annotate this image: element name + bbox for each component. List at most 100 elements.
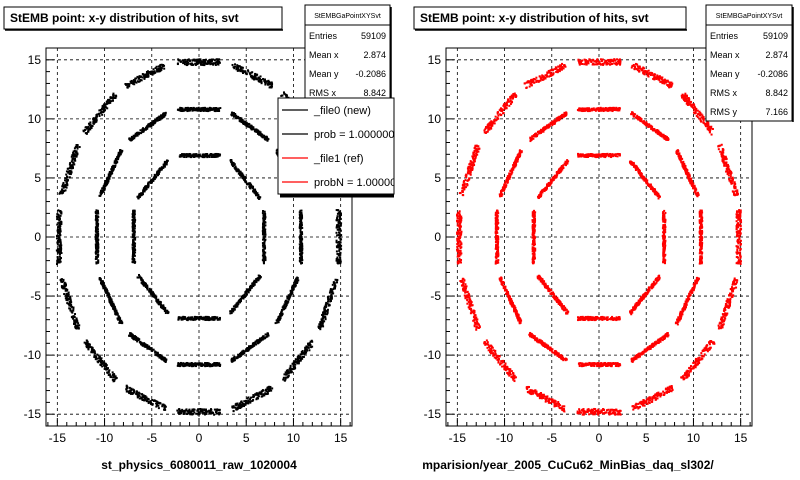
hit-point	[76, 144, 79, 147]
hit-point	[211, 365, 214, 368]
hit-point	[337, 240, 340, 243]
hit-point	[191, 154, 194, 157]
hit-point	[192, 63, 195, 66]
hit-point	[206, 316, 209, 319]
x-tick-label: 5	[243, 431, 250, 445]
hit-point	[260, 133, 263, 136]
hit-point	[206, 410, 209, 413]
y-tick-label: -15	[24, 407, 42, 421]
hit-point	[323, 320, 326, 323]
hit-point	[73, 149, 76, 152]
hit-point	[242, 120, 245, 123]
hit-point	[60, 252, 63, 255]
hit-point	[329, 298, 332, 301]
hit-point	[182, 61, 185, 64]
hit-point	[189, 318, 192, 321]
hit-point	[103, 367, 106, 370]
hit-point	[244, 123, 247, 126]
hit-point	[133, 247, 136, 250]
hit-point	[158, 356, 161, 359]
hit-point	[336, 217, 339, 220]
hit-point	[69, 173, 72, 176]
hit-point	[212, 108, 215, 111]
hit-point	[201, 410, 204, 413]
hit-point	[234, 115, 237, 118]
hit-point	[236, 355, 239, 358]
hit-point	[128, 386, 131, 389]
hit-point	[118, 321, 121, 324]
hit-point	[133, 261, 136, 264]
hit-point	[319, 328, 322, 331]
stats-label: RMS x	[309, 88, 337, 98]
hit-point	[213, 364, 216, 367]
hit-point	[252, 396, 255, 399]
hit-point	[270, 86, 273, 89]
hit-point	[162, 304, 165, 307]
ring-3-ladder	[231, 385, 274, 413]
hit-point	[256, 73, 259, 76]
hit-point	[197, 62, 200, 65]
hit-point	[271, 83, 274, 86]
hit-point	[130, 82, 133, 85]
hit-point	[60, 279, 63, 282]
hit-point	[234, 165, 237, 168]
hit-point	[300, 213, 303, 216]
hit-point	[322, 313, 325, 316]
hit-point	[94, 358, 97, 361]
hit-point	[133, 79, 136, 82]
hit-point	[215, 412, 218, 415]
hit-point	[235, 357, 238, 360]
hit-point	[83, 341, 86, 344]
hit-point	[121, 149, 124, 152]
hit-point	[138, 392, 141, 395]
hit-point	[164, 312, 167, 315]
hit-point	[335, 241, 338, 244]
hit-point	[215, 152, 218, 155]
hit-point	[57, 235, 60, 238]
hit-point	[96, 244, 99, 247]
hit-point	[339, 213, 342, 216]
hit-point	[72, 307, 75, 310]
hit-point	[310, 339, 313, 342]
hit-point	[255, 398, 258, 401]
hit-point	[210, 60, 213, 63]
hit-point	[248, 126, 251, 129]
hit-point	[65, 288, 68, 291]
hit-point	[230, 358, 233, 361]
hit-point	[132, 81, 135, 84]
hit-point	[108, 297, 111, 300]
hit-point	[99, 282, 102, 285]
hit-point	[183, 63, 186, 66]
hit-point	[324, 318, 327, 321]
hit-point	[287, 375, 290, 378]
hit-point	[252, 188, 255, 191]
hit-point	[160, 167, 163, 170]
hit-point	[130, 333, 133, 336]
hit-point	[333, 282, 336, 285]
y-tick-label: 0	[34, 230, 41, 244]
hit-point	[296, 277, 299, 280]
hit-point	[151, 348, 154, 351]
hit-point	[263, 229, 266, 232]
hit-point	[141, 192, 144, 195]
hit-point	[207, 60, 210, 63]
hit-point	[209, 318, 212, 321]
hit-point	[96, 219, 99, 222]
hit-point	[60, 278, 63, 281]
hit-point	[207, 364, 210, 367]
hit-point	[181, 107, 184, 110]
hit-point	[59, 250, 62, 253]
hit-point	[262, 225, 265, 228]
hit-point	[59, 225, 62, 228]
hit-point	[250, 286, 253, 289]
hit-point	[183, 409, 186, 412]
hit-point	[245, 73, 248, 76]
hit-point	[71, 311, 74, 314]
hit-point	[276, 318, 279, 321]
hit-point	[98, 114, 101, 117]
hit-point	[257, 76, 260, 79]
hit-point	[298, 211, 301, 214]
hit-point	[253, 191, 256, 194]
hit-point	[143, 189, 146, 192]
hit-point	[163, 404, 166, 407]
